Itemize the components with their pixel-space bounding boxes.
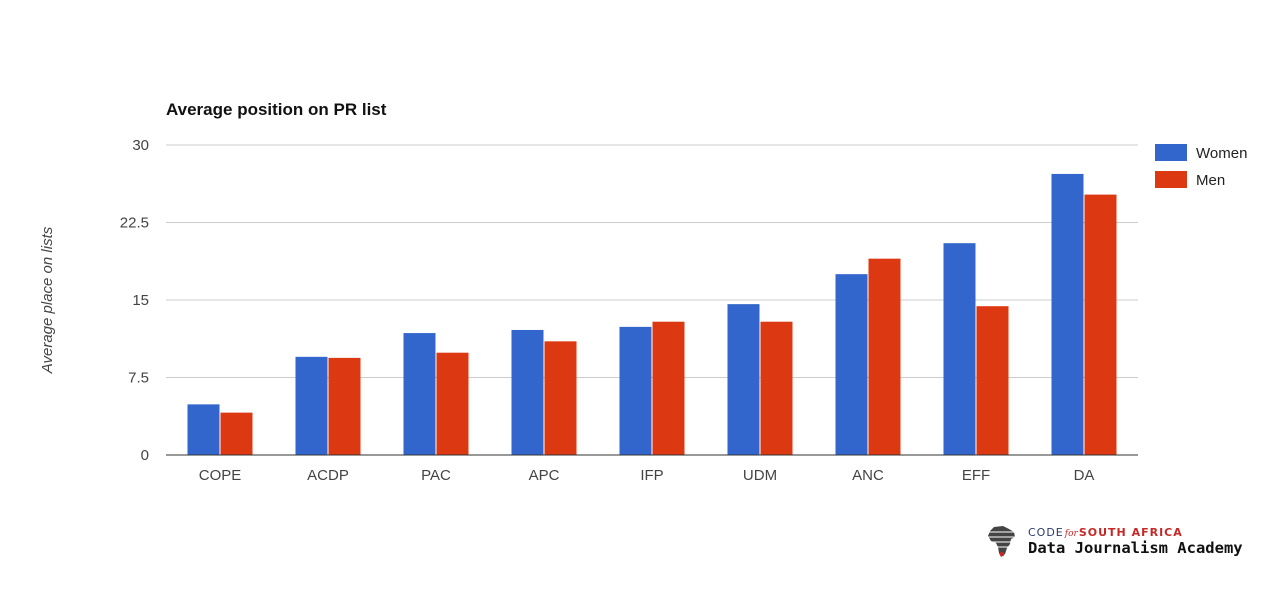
legend-swatch <box>1155 144 1187 161</box>
africa-map-icon <box>988 526 1016 557</box>
bar-men-anc <box>868 258 901 455</box>
x-tick-label: ANC <box>852 467 884 484</box>
bar-women-ifp <box>619 326 652 455</box>
bar-women-anc <box>835 274 868 455</box>
logo-org-name: CODEforSOUTH AFRICA <box>1028 526 1183 539</box>
bar-men-da <box>1084 194 1117 455</box>
x-tick-label: UDM <box>743 467 777 484</box>
code-for-south-africa-logo: CODEforSOUTH AFRICA Data Journalism Acad… <box>988 524 1268 560</box>
x-tick-label: IFP <box>640 467 663 484</box>
y-tick-label: 22.5 <box>120 215 149 232</box>
logo-academy-name: Data Journalism Academy <box>1028 539 1243 557</box>
bar-women-cope <box>187 404 220 455</box>
y-tick-label: 15 <box>132 292 149 309</box>
x-tick-label: PAC <box>421 467 451 484</box>
bars <box>187 173 1117 455</box>
bar-men-apc <box>544 341 577 455</box>
bar-women-eff <box>943 243 976 455</box>
x-tick-label: ACDP <box>307 467 349 484</box>
gridlines <box>166 144 1138 378</box>
x-axis-ticks: COPE ACDP PAC APC IFP UDM ANC EFF DA <box>199 467 1095 484</box>
x-tick-label: EFF <box>962 467 990 484</box>
bar-women-acdp <box>295 356 328 455</box>
legend-swatch <box>1155 171 1187 188</box>
y-axis-ticks: 0 7.5 15 22.5 30 <box>120 137 149 464</box>
bar-women-pac <box>403 333 436 455</box>
y-tick-label: 0 <box>141 447 149 464</box>
legend-label: Women <box>1196 145 1247 162</box>
bar-men-acdp <box>328 357 361 455</box>
bar-women-udm <box>727 304 760 455</box>
chart-title: Average position on PR list <box>166 100 387 119</box>
x-tick-label: DA <box>1074 467 1095 484</box>
bar-men-udm <box>760 321 793 455</box>
y-tick-label: 7.5 <box>128 370 149 387</box>
legend-label: Men <box>1196 172 1225 189</box>
x-tick-label: APC <box>529 467 560 484</box>
x-tick-label: COPE <box>199 467 242 484</box>
bar-men-ifp <box>652 321 685 455</box>
bar-women-da <box>1051 173 1084 455</box>
bar-men-pac <box>436 352 469 455</box>
y-axis-title: Average place on lists <box>39 226 56 374</box>
legend[interactable]: Women Men <box>1155 144 1247 189</box>
y-tick-label: 30 <box>132 137 149 154</box>
bar-men-cope <box>220 412 253 455</box>
bar-women-apc <box>511 329 544 455</box>
bar-men-eff <box>976 306 1009 455</box>
